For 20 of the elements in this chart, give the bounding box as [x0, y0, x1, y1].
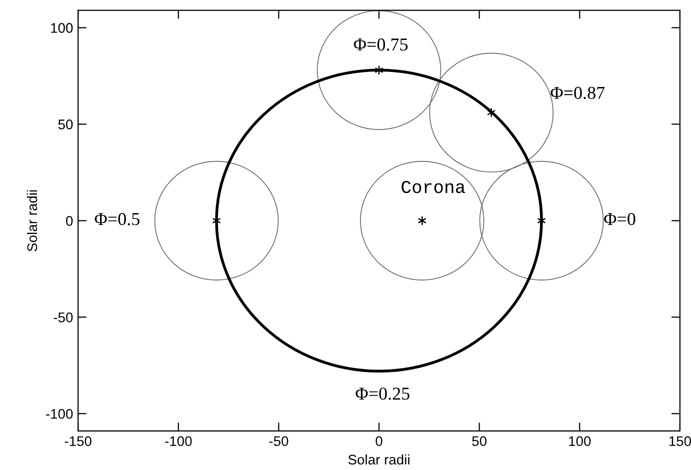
annotation: Φ=0.75: [354, 38, 408, 51]
x-axis-title: Solar radii: [348, 454, 410, 465]
x-tick-label: -150: [64, 436, 92, 446]
y-tick-label: -50: [54, 312, 73, 322]
x-tick-label: -50: [269, 436, 288, 446]
x-tick-label: 0: [376, 436, 382, 446]
x-tick-label: 150: [669, 436, 691, 446]
annotation: Φ=0.5: [94, 213, 140, 226]
x-tick-label: 50: [472, 436, 487, 446]
y-tick-label: 0: [66, 216, 73, 226]
annotation: Corona: [402, 180, 466, 194]
x-tick-label: -100: [165, 436, 192, 446]
y-axis-title: Solar radii: [26, 190, 38, 252]
annotation: Φ=0: [604, 213, 636, 226]
annotation: Φ=0.25: [356, 388, 410, 400]
y-tick-label: 100: [51, 23, 73, 33]
y-tick-label: 50: [58, 120, 73, 130]
annotation: Φ=0.87: [550, 86, 605, 100]
x-tick-label: 100: [569, 436, 591, 446]
y-tick-label: -100: [46, 408, 73, 419]
